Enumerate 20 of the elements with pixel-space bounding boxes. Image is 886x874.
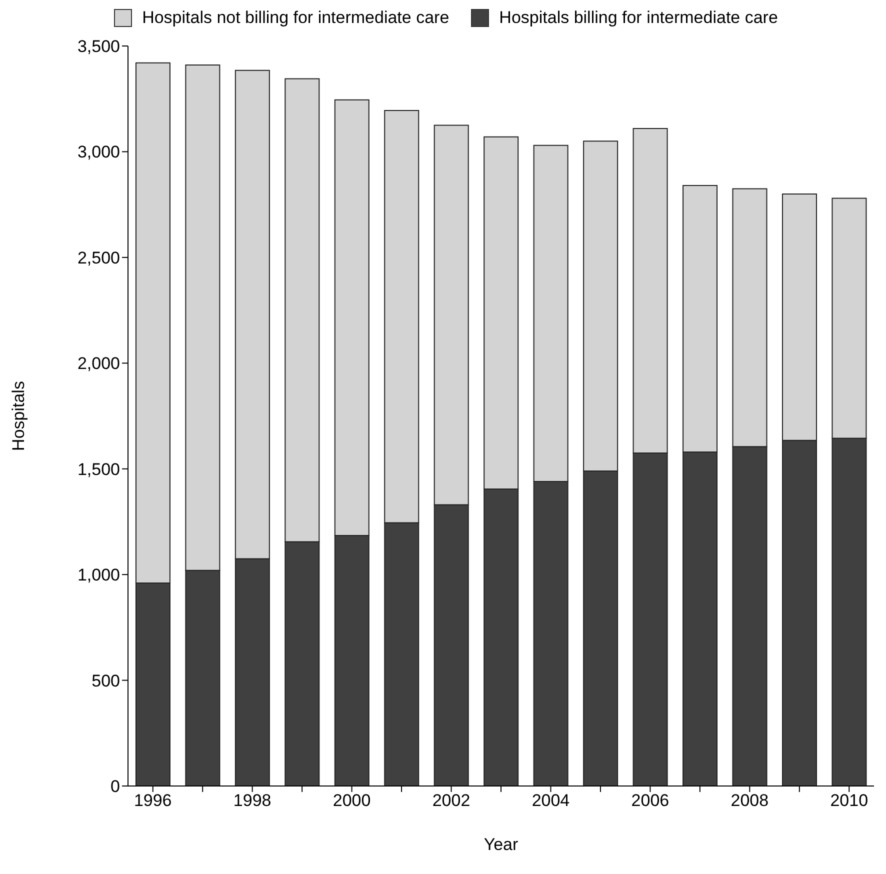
y-tick-label: 0 xyxy=(110,777,120,796)
y-tick-label: 500 xyxy=(92,671,120,690)
x-tick-label: 1998 xyxy=(233,791,272,810)
x-tick-label: 2006 xyxy=(631,791,670,810)
y-tick-label: 1,500 xyxy=(77,460,120,479)
x-tick-label: 2008 xyxy=(730,791,769,810)
x-tick-label: 2000 xyxy=(332,791,371,810)
y-tick-label: 2,000 xyxy=(77,354,120,374)
legend-label: Hospitals not billing for intermediate care xyxy=(142,8,450,28)
y-tick-label: 1,000 xyxy=(77,566,120,585)
y-axis-title: Hospitals xyxy=(9,381,28,451)
x-tick-label: 2002 xyxy=(432,791,470,810)
y-tick-label: 2,500 xyxy=(77,248,120,268)
legend-label: Hospitals billing for intermediate care xyxy=(499,8,778,28)
y-tick-label: 3,500 xyxy=(77,37,120,56)
x-tick-label: 2010 xyxy=(830,791,868,810)
y-tick-label: 3,000 xyxy=(77,142,120,162)
x-axis-title: Year xyxy=(484,835,519,854)
x-tick-label: 2004 xyxy=(532,791,570,810)
x-tick-label: 1996 xyxy=(134,791,172,810)
